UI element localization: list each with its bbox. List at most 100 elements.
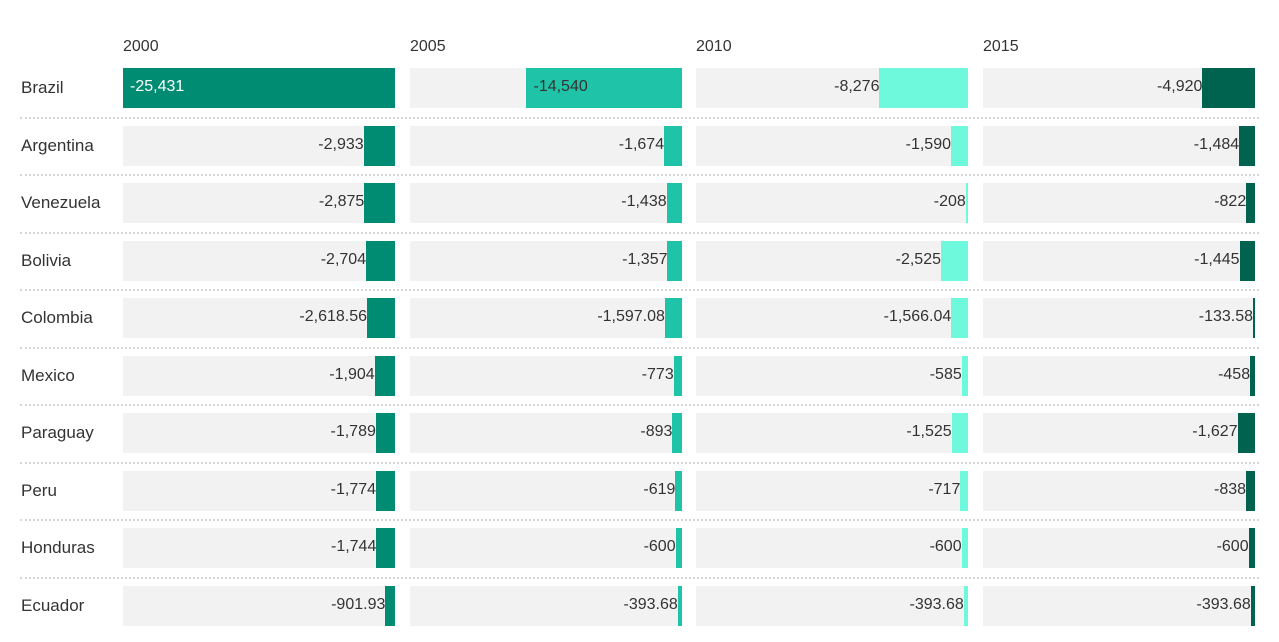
value-label: -2,875 xyxy=(318,193,365,210)
bar-track: -1,566.04 xyxy=(696,298,968,338)
row-label-mexico: Mexico xyxy=(21,366,75,385)
row-divider xyxy=(20,289,1259,291)
bar-track: -2,933 xyxy=(123,126,395,166)
value-label: -458 xyxy=(1218,366,1251,383)
bar-track: -717 xyxy=(696,471,968,511)
value-label: -838 xyxy=(1214,481,1247,498)
bar-ecuador-2005 xyxy=(677,586,682,626)
bar-bolivia-2015 xyxy=(1239,241,1255,281)
bar-argentina-2000 xyxy=(363,126,395,166)
bar-peru-2010 xyxy=(960,471,968,511)
row-label-ecuador: Ecuador xyxy=(21,596,85,615)
bar-track: -1,789 xyxy=(123,413,395,453)
bar-ecuador-2010 xyxy=(963,586,968,626)
bar-brazil-2010 xyxy=(879,68,968,108)
bar-venezuela-2005 xyxy=(666,183,682,223)
value-label: -2,525 xyxy=(895,251,941,268)
bar-venezuela-2000 xyxy=(364,183,395,223)
row-divider xyxy=(20,404,1259,406)
bar-track: -14,540 xyxy=(410,68,682,108)
value-label: -1,484 xyxy=(1193,136,1240,153)
bar-bolivia-2005 xyxy=(667,241,682,281)
bar-track: -2,618.56 xyxy=(123,298,395,338)
value-label: -1,904 xyxy=(329,366,375,383)
bar-track: -1,597.08 xyxy=(410,298,682,338)
value-label: -133.58 xyxy=(1198,308,1253,325)
bar-argentina-2010 xyxy=(950,126,968,166)
bar-track: -585 xyxy=(696,356,968,396)
bar-venezuela-2015 xyxy=(1246,183,1255,223)
bar-track: -619 xyxy=(410,471,682,511)
bar-peru-2000 xyxy=(376,471,395,511)
row-divider xyxy=(20,232,1259,234)
value-label: -2,704 xyxy=(320,251,367,268)
bar-track: -822 xyxy=(983,183,1255,223)
bar-paraguay-2000 xyxy=(375,413,395,453)
value-label: -1,357 xyxy=(622,251,668,268)
value-label: -2,933 xyxy=(318,136,364,153)
value-label: -600 xyxy=(1216,538,1249,555)
value-label: -1,627 xyxy=(1192,423,1238,440)
bar-track: -1,525 xyxy=(696,413,968,453)
bar-track: -600 xyxy=(410,528,682,568)
bar-track: -600 xyxy=(696,528,968,568)
year-header-2015: 2015 xyxy=(983,38,1019,55)
value-label: -393.68 xyxy=(909,596,964,613)
row-divider xyxy=(20,347,1259,349)
bar-paraguay-2005 xyxy=(672,413,682,453)
bar-argentina-2015 xyxy=(1239,126,1255,166)
bar-peru-2015 xyxy=(1246,471,1255,511)
value-label: -208 xyxy=(933,193,966,210)
value-label: -393.68 xyxy=(623,596,678,613)
value-label: -585 xyxy=(929,366,962,383)
value-label: -25,431 xyxy=(130,78,185,95)
row-divider xyxy=(20,174,1259,176)
bar-track: -1,744 xyxy=(123,528,395,568)
bar-track: -393.68 xyxy=(696,586,968,626)
bar-honduras-2005 xyxy=(675,528,682,568)
bar-mexico-2015 xyxy=(1250,356,1255,396)
bar-venezuela-2010 xyxy=(965,183,968,223)
bar-argentina-2005 xyxy=(664,126,682,166)
bar-track: -458 xyxy=(983,356,1255,396)
bar-honduras-2015 xyxy=(1248,528,1255,568)
value-label: -1,674 xyxy=(618,136,665,153)
row-divider xyxy=(20,519,1259,521)
bar-track: -8,276 xyxy=(696,68,968,108)
value-label: -600 xyxy=(643,538,676,555)
bar-track: -2,704 xyxy=(123,241,395,281)
row-label-bolivia: Bolivia xyxy=(21,251,72,270)
row-divider xyxy=(20,117,1259,119)
value-label: -1,789 xyxy=(330,423,376,440)
bar-mexico-2010 xyxy=(961,356,968,396)
row-label-venezuela: Venezuela xyxy=(21,193,101,212)
bar-track: -1,774 xyxy=(123,471,395,511)
bar-track: -4,920 xyxy=(983,68,1255,108)
value-label: -717 xyxy=(928,481,961,498)
bar-track: -1,904 xyxy=(123,356,395,396)
bar-track: -2,875 xyxy=(123,183,395,223)
value-label: -893 xyxy=(640,423,673,440)
bar-track: -1,674 xyxy=(410,126,682,166)
bar-track: -893 xyxy=(410,413,682,453)
bar-track: -1,438 xyxy=(410,183,682,223)
row-label-peru: Peru xyxy=(21,481,57,500)
value-label: -14,540 xyxy=(533,78,588,95)
bar-track: -208 xyxy=(696,183,968,223)
value-label: -8,276 xyxy=(834,78,880,95)
bar-track: -838 xyxy=(983,471,1255,511)
bar-track: -1,357 xyxy=(410,241,682,281)
value-label: -1,774 xyxy=(330,481,377,498)
row-label-argentina: Argentina xyxy=(21,136,94,155)
row-divider xyxy=(20,462,1259,464)
row-label-brazil: Brazil xyxy=(21,78,64,97)
bar-honduras-2000 xyxy=(376,528,395,568)
row-label-honduras: Honduras xyxy=(21,538,95,557)
value-label: -773 xyxy=(641,366,674,383)
bar-colombia-2000 xyxy=(366,298,395,338)
value-label: -1,445 xyxy=(1194,251,1240,268)
bar-track: -1,445 xyxy=(983,241,1255,281)
bar-bolivia-2010 xyxy=(940,241,968,281)
bar-bolivia-2000 xyxy=(366,241,395,281)
row-label-paraguay: Paraguay xyxy=(21,423,94,442)
